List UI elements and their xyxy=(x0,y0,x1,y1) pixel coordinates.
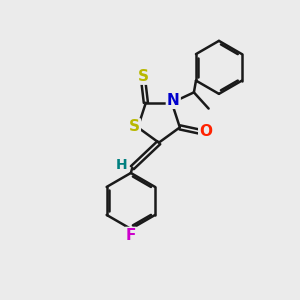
Text: O: O xyxy=(199,124,212,139)
Text: S: S xyxy=(137,69,148,84)
Text: S: S xyxy=(129,119,140,134)
Text: F: F xyxy=(126,228,136,243)
Text: N: N xyxy=(167,93,180,108)
Text: H: H xyxy=(115,158,127,172)
